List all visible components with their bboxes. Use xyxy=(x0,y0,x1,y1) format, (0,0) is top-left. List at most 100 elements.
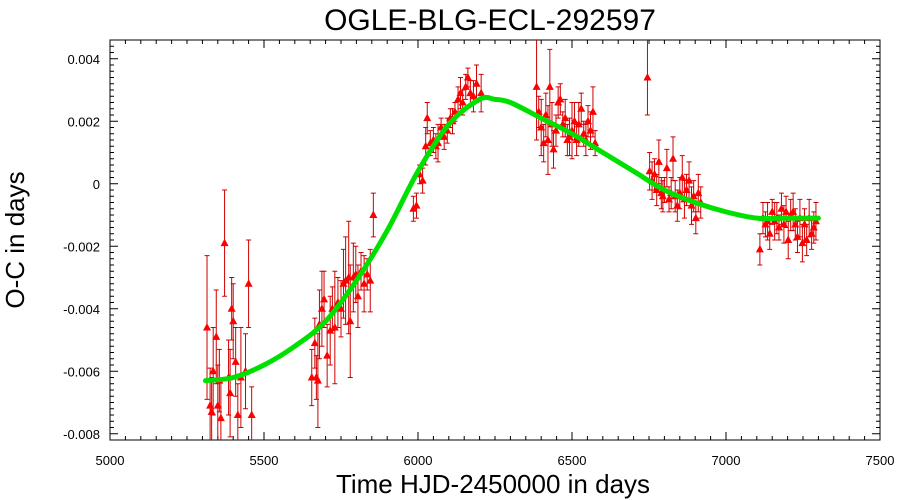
data-points xyxy=(203,73,820,422)
data-point-triangle xyxy=(793,232,802,240)
x-tick-label: 5500 xyxy=(250,453,279,468)
data-point-triangle xyxy=(423,113,432,122)
data-point-triangle xyxy=(469,91,478,100)
data-point-triangle xyxy=(369,210,378,218)
data-point-triangle xyxy=(310,338,319,347)
data-point-triangle xyxy=(755,244,764,253)
data-point-triangle xyxy=(800,219,809,228)
data-point-triangle xyxy=(789,207,798,215)
data-point-triangle xyxy=(472,79,481,87)
fit-curve xyxy=(202,94,821,384)
data-point-triangle xyxy=(541,110,550,118)
data-point-triangle xyxy=(229,316,238,325)
data-point-triangle xyxy=(543,135,552,143)
data-point-triangle xyxy=(673,201,682,209)
data-point-triangle xyxy=(807,229,816,237)
chart-title: OGLE-BLG-ECL-292597 xyxy=(324,4,656,37)
data-point-triangle xyxy=(561,113,570,122)
data-point-triangle xyxy=(588,107,597,115)
data-point-triangle xyxy=(791,219,800,228)
data-point-triangle xyxy=(645,166,654,175)
data-point-triangle xyxy=(346,316,355,325)
data-point-triangle xyxy=(532,82,541,90)
data-point-triangle xyxy=(798,238,807,247)
error-bars xyxy=(204,40,819,440)
data-point-triangle xyxy=(231,357,240,365)
data-point-triangle xyxy=(213,401,222,409)
data-point-triangle xyxy=(360,279,369,287)
data-point-triangle xyxy=(565,132,574,140)
data-point-triangle xyxy=(687,201,696,209)
y-tick-label: 0 xyxy=(93,177,100,192)
data-point-triangle xyxy=(784,235,793,243)
data-point-triangle xyxy=(456,88,465,97)
data-point-triangle xyxy=(247,410,256,418)
x-axis-title: Time HJD-2450000 in days xyxy=(336,469,650,499)
data-point-triangle xyxy=(669,154,678,162)
data-point-triangle xyxy=(691,213,700,222)
data-point-triangle xyxy=(220,238,229,247)
data-point-triangle xyxy=(463,73,472,81)
data-point-triangle xyxy=(461,82,470,90)
data-point-triangle xyxy=(682,185,691,193)
data-point-triangle xyxy=(206,401,215,409)
data-point-triangle xyxy=(203,323,212,331)
y-tick-label: -0.006 xyxy=(63,364,100,379)
data-point-triangle xyxy=(579,129,588,137)
data-point-triangle xyxy=(313,376,322,384)
data-point-triangle xyxy=(412,201,421,209)
axis-ticks: 5000 5500 6000 6500 7000 7500 -0.008 -0.006 -0.0… xyxy=(63,39,895,468)
data-point-triangle xyxy=(678,173,687,181)
data-point-triangle xyxy=(549,144,558,153)
data-point-triangle xyxy=(207,407,216,415)
data-point-triangle xyxy=(694,188,703,197)
data-point-triangle xyxy=(363,269,372,278)
data-point-triangle xyxy=(233,410,242,418)
y-tick-label: -0.008 xyxy=(63,427,100,442)
data-point-triangle xyxy=(226,388,235,397)
data-point-triangle xyxy=(353,291,362,300)
plot-area: 5000 5500 6000 6500 7000 7500 -0.008 -0.006 -0.0… xyxy=(63,39,895,468)
data-point-triangle xyxy=(212,332,221,340)
y-tick-label: -0.002 xyxy=(63,239,100,254)
data-point-triangle xyxy=(337,304,345,312)
data-point-triangle xyxy=(809,223,818,231)
data-point-triangle xyxy=(777,204,786,212)
data-point-triangle xyxy=(421,141,430,150)
data-point-triangle xyxy=(209,366,218,375)
data-point-triangle xyxy=(326,326,335,334)
data-point-triangle xyxy=(577,104,586,112)
data-point-triangle xyxy=(216,413,225,422)
data-point-triangle xyxy=(584,116,593,125)
data-point-triangle xyxy=(418,176,427,184)
data-point-triangle xyxy=(665,194,674,203)
data-point-triangle xyxy=(440,132,449,140)
data-point-triangle xyxy=(765,229,774,237)
data-point-triangle xyxy=(685,176,694,184)
data-point-triangle xyxy=(650,169,659,178)
data-point-triangle xyxy=(551,126,560,134)
x-tick-label: 7500 xyxy=(866,453,895,468)
data-point-triangle xyxy=(244,279,253,287)
data-point-triangle xyxy=(586,126,595,134)
data-point-triangle xyxy=(556,94,565,103)
data-point-triangle xyxy=(570,116,579,125)
x-tick-label: 6500 xyxy=(558,453,587,468)
data-point-triangle xyxy=(320,294,329,303)
data-point-triangle xyxy=(537,123,546,131)
x-tick-label: 6000 xyxy=(404,453,433,468)
x-tick-label: 7000 xyxy=(712,453,741,468)
data-point-triangle xyxy=(689,191,698,200)
data-point-triangle xyxy=(654,157,663,165)
data-point-triangle xyxy=(227,304,236,312)
data-point-triangle xyxy=(477,88,486,97)
data-point-triangle xyxy=(779,219,788,228)
data-point-triangle xyxy=(454,94,463,103)
data-point-triangle xyxy=(662,163,671,172)
data-point-triangle xyxy=(652,185,661,193)
data-point-triangle xyxy=(768,207,777,215)
y-tick-label: -0.004 xyxy=(63,302,100,317)
data-point-triangle xyxy=(545,82,554,90)
data-point-triangle xyxy=(323,351,332,359)
data-point-triangle xyxy=(366,276,375,284)
